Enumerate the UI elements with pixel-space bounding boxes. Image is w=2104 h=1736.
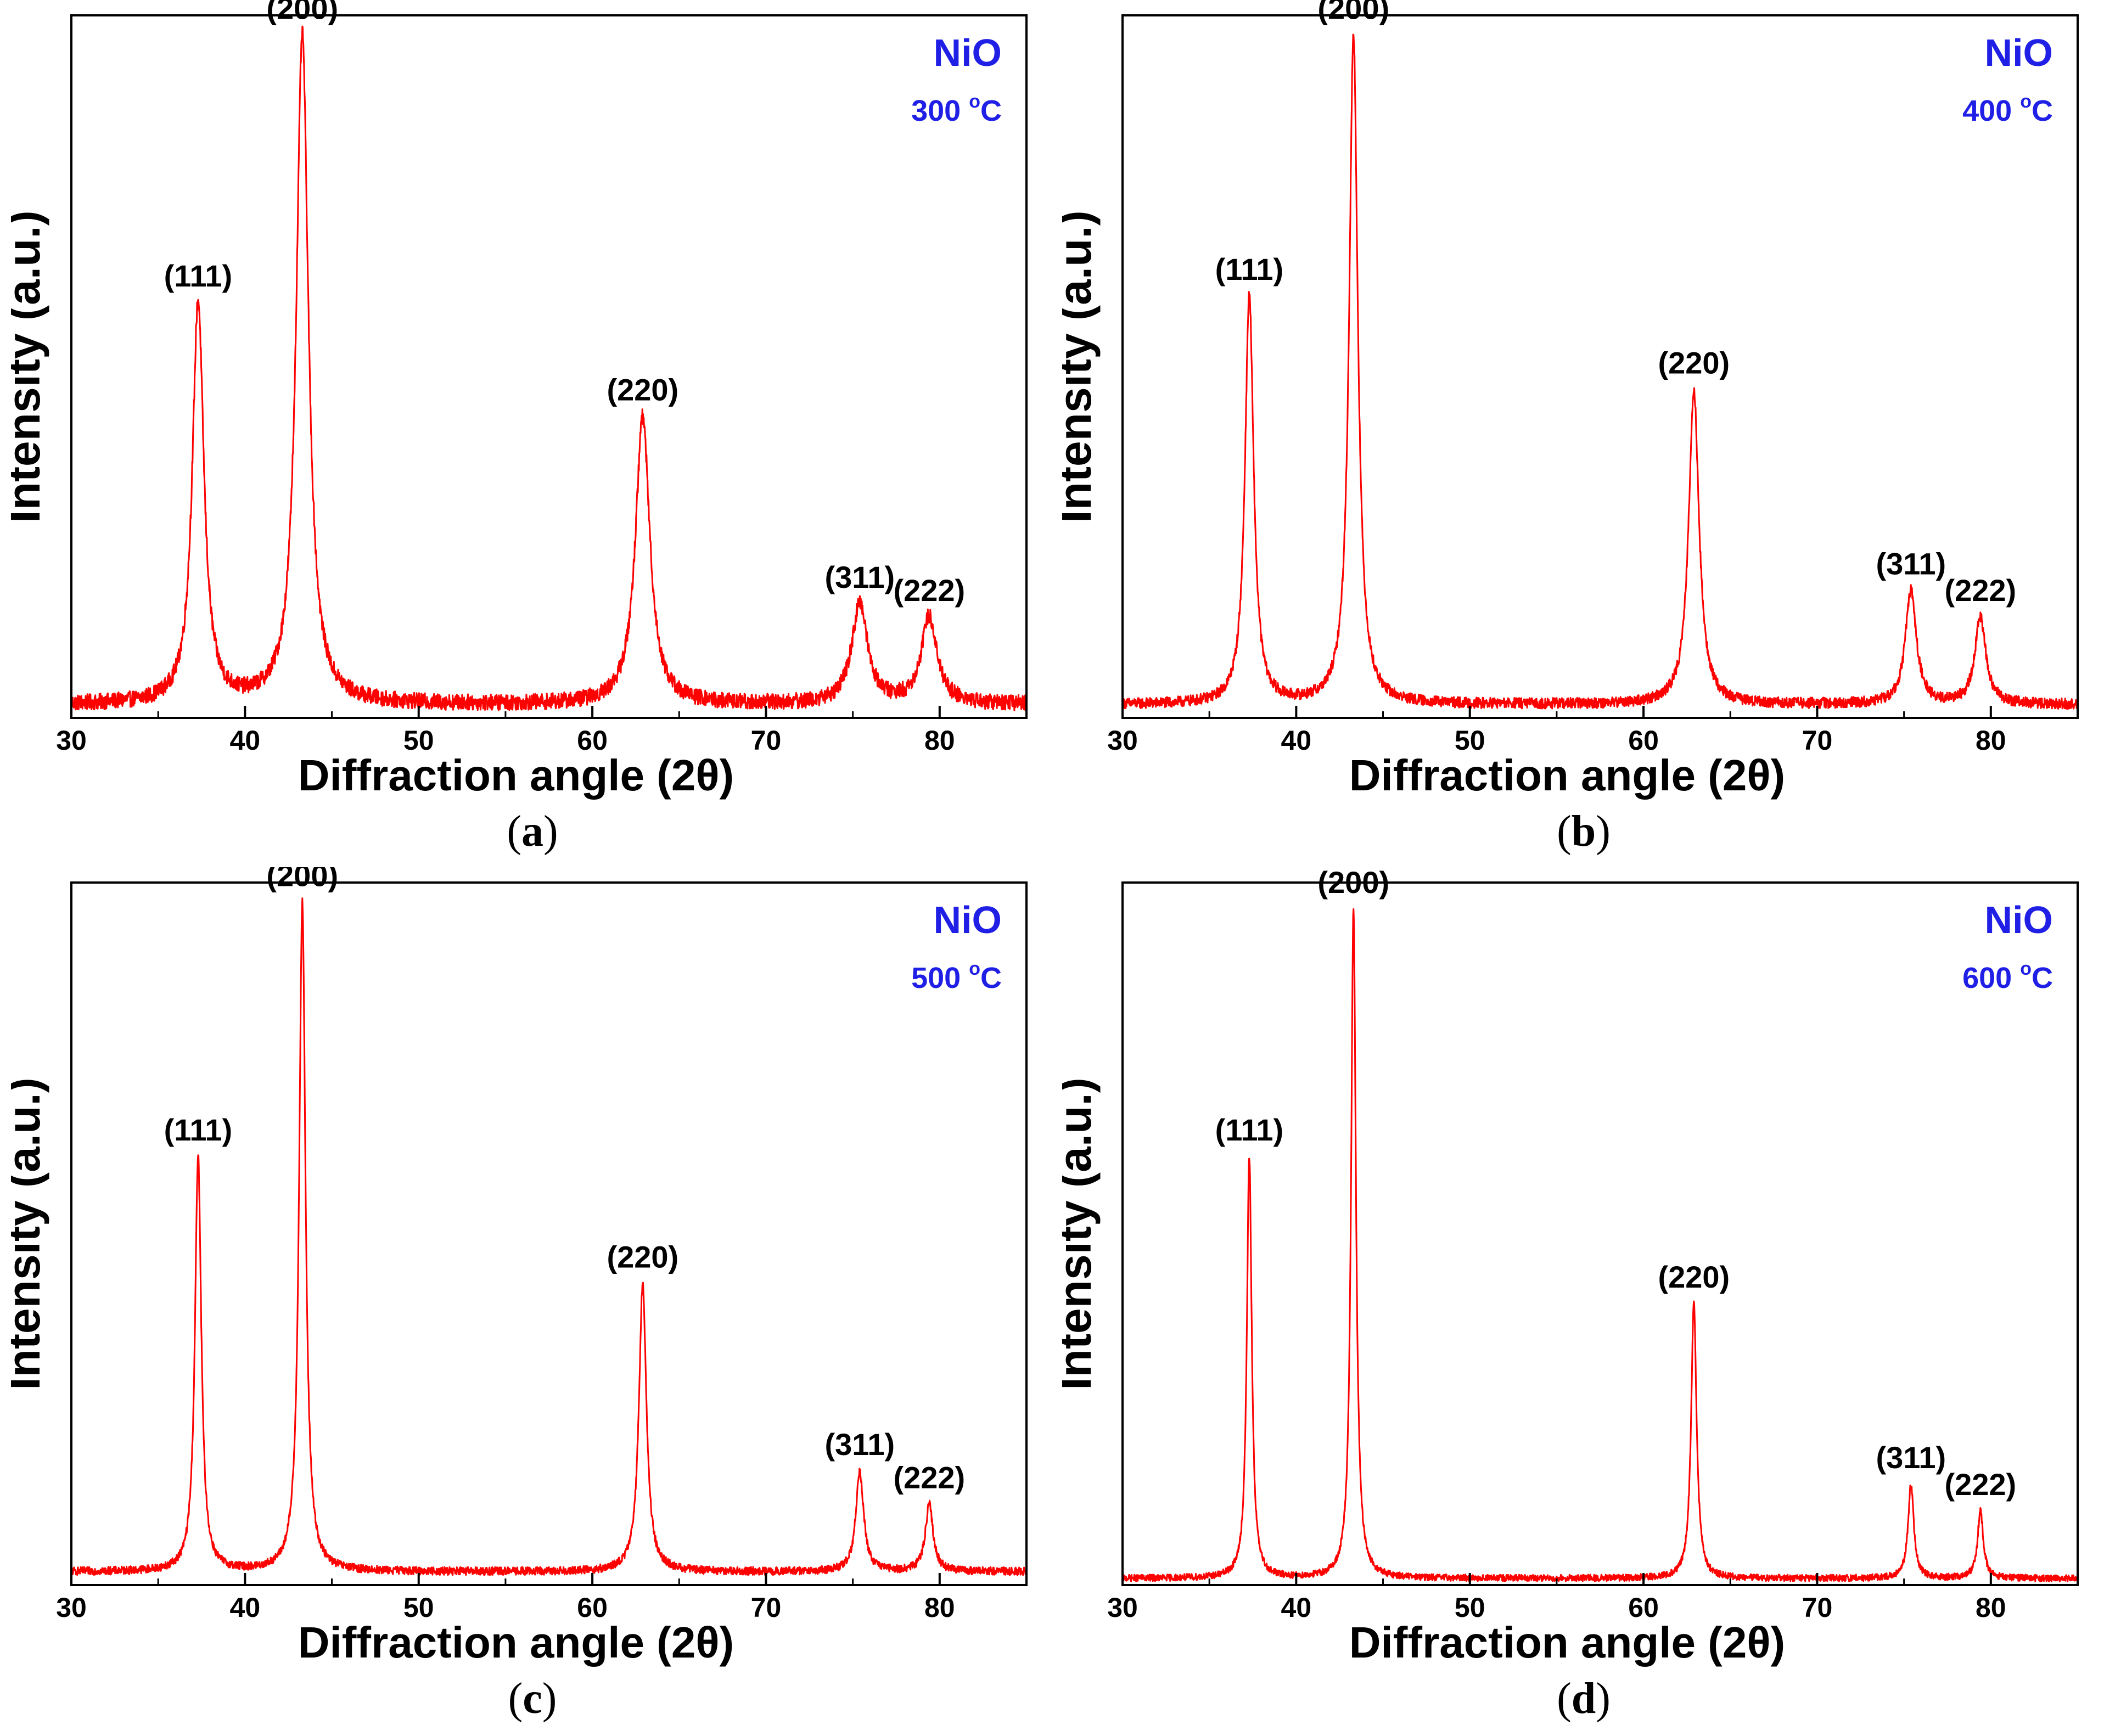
panel-caption-letter: a — [521, 807, 543, 856]
xrd-panel-c: 30 40 50 60 70 80 Diffraction angle (2θ) Intens… — [11, 867, 1054, 1723]
sample-temperature-label: 600 oC — [1962, 958, 2053, 995]
x-tick-label: 80 — [1976, 725, 2006, 756]
x-tick-label: 50 — [403, 725, 434, 756]
temperature-unit: C — [980, 94, 1002, 127]
panel-caption: (c) — [508, 1675, 557, 1723]
temperature-value: 400 — [1962, 94, 2020, 127]
xrd-panel-a: 30 40 50 60 70 80 Diffraction angle (2θ) Intens… — [11, 0, 1054, 856]
sample-name-label: NiO — [934, 898, 1002, 941]
x-tick-label: 30 — [56, 1592, 87, 1623]
xrd-chart-d: 30 40 50 60 70 80 Diffraction angle (2θ) Intens… — [1062, 867, 2079, 1667]
panel-caption: (d) — [1557, 1675, 1611, 1723]
panel-caption: (a) — [507, 807, 558, 856]
plot-frame — [1121, 881, 2079, 1586]
temperature-unit: C — [2032, 962, 2053, 995]
x-tick-label: 40 — [230, 1592, 261, 1623]
peak-label: (222) — [1944, 573, 2016, 608]
x-tick-label: 60 — [577, 1592, 608, 1623]
xrd-trace — [1121, 908, 2079, 1582]
plot-frame — [1121, 14, 2079, 719]
plot-frame — [70, 881, 1028, 1586]
temperature-value: 500 — [911, 962, 969, 995]
temperature-value: 300 — [911, 94, 969, 127]
degree-symbol: o — [969, 958, 980, 979]
x-tick-label: 60 — [577, 725, 608, 756]
sample-temperature-label: 500 oC — [911, 958, 1002, 995]
peak-label: (111) — [1215, 1113, 1284, 1147]
xrd-trace — [71, 897, 1028, 1576]
temperature-unit: C — [980, 962, 1002, 995]
peak-label: (311) — [1876, 1440, 1946, 1475]
sample-name-label: NiO — [1985, 898, 2053, 941]
y-axis-label: Intensity (a.u.) — [1062, 1077, 1101, 1390]
x-tick-label: 50 — [403, 1592, 434, 1623]
peak-label: (220) — [1658, 1260, 1730, 1294]
peak-label: (111) — [164, 259, 233, 293]
y-axis-label: Intensity (a.u.) — [1062, 210, 1101, 523]
panel-caption-letter: b — [1571, 807, 1596, 856]
plot-frame — [70, 14, 1028, 719]
panel-caption-letter: c — [523, 1675, 542, 1723]
x-tick-label: 60 — [1628, 1592, 1659, 1623]
x-tick-label: 80 — [924, 725, 955, 756]
x-tick-label: 40 — [1281, 1592, 1312, 1623]
sample-temperature-label: 400 oC — [1962, 91, 2053, 127]
peak-label: (220) — [1658, 346, 1730, 380]
peak-label: (200) — [266, 867, 338, 893]
temperature-unit: C — [2032, 94, 2053, 127]
y-axis-label: Intensity (a.u.) — [11, 1077, 49, 1390]
peak-label: (311) — [1876, 546, 1946, 581]
sample-name-label: NiO — [1985, 31, 2053, 74]
x-tick-label: 50 — [1455, 725, 1485, 756]
x-tick-label: 40 — [1281, 725, 1312, 756]
peak-label: (111) — [1215, 252, 1284, 286]
degree-symbol: o — [2020, 91, 2032, 112]
x-axis-label: Diffraction angle (2θ) — [298, 1618, 734, 1667]
x-tick-label: 30 — [56, 725, 87, 756]
x-tick-label: 80 — [924, 1592, 955, 1623]
x-tick-label: 50 — [1455, 1592, 1485, 1623]
xrd-panel-b: 30 40 50 60 70 80 Diffraction angle (2θ) Intens… — [1062, 0, 2104, 856]
peak-label: (200) — [1317, 867, 1389, 900]
x-tick-label: 70 — [751, 725, 782, 756]
x-tick-label: 40 — [230, 725, 261, 756]
y-axis-label: Intensity (a.u.) — [11, 210, 49, 523]
sample-name-label: NiO — [934, 31, 1002, 74]
peak-label: (222) — [893, 1460, 965, 1495]
x-tick-label: 30 — [1107, 1592, 1138, 1623]
peak-label: (200) — [1317, 0, 1389, 26]
xrd-chart-a: 30 40 50 60 70 80 Diffraction angle (2θ) Intens… — [11, 0, 1028, 800]
x-tick-label: 70 — [1802, 1592, 1833, 1623]
xrd-chart-c: 30 40 50 60 70 80 Diffraction angle (2θ) Intens… — [11, 867, 1028, 1667]
x-tick-label: 60 — [1628, 725, 1659, 756]
x-tick-label: 80 — [1976, 1592, 2006, 1623]
xrd-chart-b: 30 40 50 60 70 80 Diffraction angle (2θ) Intens… — [1062, 0, 2079, 800]
panel-caption-letter: d — [1571, 1675, 1596, 1723]
x-tick-label: 30 — [1107, 725, 1138, 756]
temperature-value: 600 — [1962, 962, 2020, 995]
x-axis-label: Diffraction angle (2θ) — [1349, 751, 1785, 800]
peak-label: (220) — [607, 1239, 678, 1274]
x-tick-label: 70 — [1802, 725, 1833, 756]
peak-label: (200) — [266, 0, 338, 26]
degree-symbol: o — [2020, 958, 2032, 979]
x-axis-label: Diffraction angle (2θ) — [1349, 1618, 1785, 1667]
panel-caption: (b) — [1557, 807, 1611, 856]
peak-label: (311) — [824, 1427, 895, 1462]
xrd-panel-d: 30 40 50 60 70 80 Diffraction angle (2θ) Intens… — [1062, 867, 2104, 1723]
peak-label: (222) — [1944, 1467, 2016, 1502]
xrd-trace — [1121, 33, 2079, 710]
peak-label: (220) — [607, 372, 678, 407]
x-tick-label: 70 — [751, 1592, 782, 1623]
peak-label: (311) — [824, 560, 895, 594]
peak-label: (111) — [164, 1113, 233, 1147]
sample-temperature-label: 300 oC — [911, 91, 1002, 127]
degree-symbol: o — [969, 91, 980, 112]
x-axis-label: Diffraction angle (2θ) — [298, 751, 734, 800]
peak-label: (222) — [893, 573, 965, 608]
xrd-trace — [70, 25, 1027, 711]
